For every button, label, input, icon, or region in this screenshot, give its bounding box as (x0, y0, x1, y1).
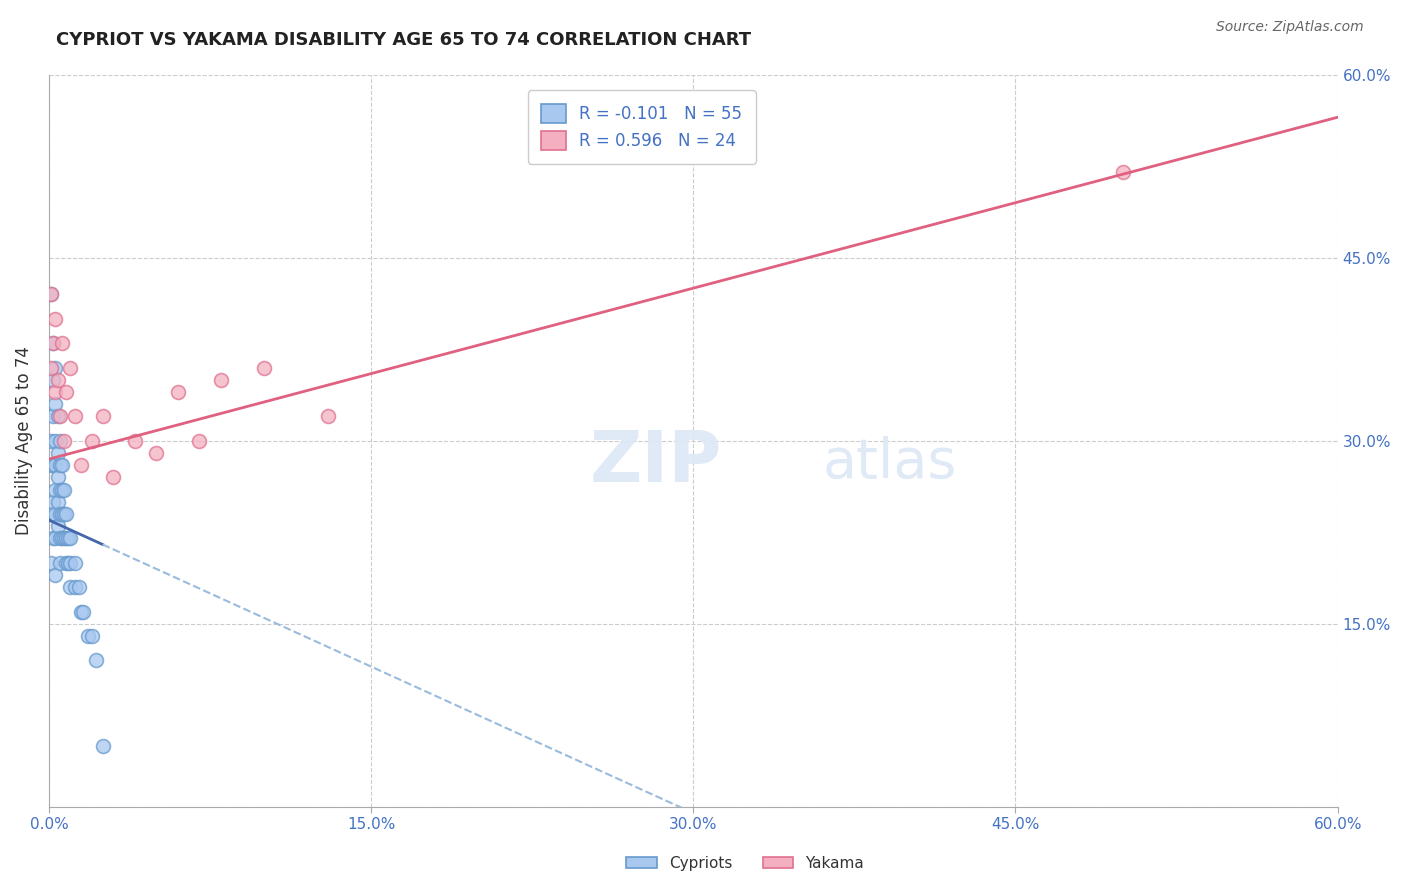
Point (67, 580, 90, 594)
Point (53, 507, 76, 521)
Point (44, 360, 66, 375)
Point (48, 458, 70, 472)
Point (42, 458, 65, 472)
Point (188, 434, 211, 448)
Text: ZIP: ZIP (591, 428, 723, 497)
Point (42, 336, 65, 351)
Point (44, 311, 66, 326)
Point (124, 434, 146, 448)
Point (44, 532, 66, 546)
Point (44, 434, 66, 448)
Point (46, 495, 69, 509)
Point (46, 373, 69, 387)
Point (63, 556, 86, 570)
Point (59, 360, 82, 375)
Point (103, 470, 125, 484)
Point (84, 653, 107, 667)
Point (1112, 165, 1135, 179)
Point (72, 605, 94, 619)
Point (76, 629, 98, 643)
Point (44, 483, 66, 497)
Text: CYPRIOT VS YAKAMA DISABILITY AGE 65 TO 74 CORRELATION CHART: CYPRIOT VS YAKAMA DISABILITY AGE 65 TO 7… (56, 31, 751, 49)
Point (91, 739, 114, 753)
Legend: R = -0.101   N = 55, R = 0.596   N = 24: R = -0.101 N = 55, R = 0.596 N = 24 (527, 90, 756, 163)
Point (39, 556, 62, 570)
Point (58, 556, 80, 570)
Point (48, 532, 70, 546)
Point (209, 373, 232, 387)
Text: atlas: atlas (823, 435, 956, 490)
Point (39, 434, 62, 448)
Point (51, 507, 73, 521)
Point (42, 532, 65, 546)
Point (63, 580, 86, 594)
Point (48, 556, 70, 570)
Point (46, 519, 69, 533)
Point (48, 507, 70, 521)
Point (51, 532, 73, 546)
Point (42, 409, 65, 424)
Legend: Cypriots, Yakama: Cypriots, Yakama (620, 850, 870, 877)
Point (53, 434, 76, 448)
Point (39, 507, 62, 521)
Point (44, 384, 66, 399)
Point (55, 556, 77, 570)
Point (39, 360, 62, 375)
Point (48, 409, 70, 424)
Point (59, 556, 82, 570)
Point (46, 409, 69, 424)
Point (42, 373, 65, 387)
Point (80, 629, 103, 643)
Point (55, 507, 77, 521)
Point (39, 458, 62, 472)
Point (59, 580, 82, 594)
Point (166, 384, 188, 399)
Point (46, 470, 69, 484)
Point (44, 397, 66, 411)
Point (44, 507, 66, 521)
Point (80, 434, 103, 448)
Point (51, 483, 73, 497)
Point (39, 287, 62, 301)
Point (55, 532, 77, 546)
Point (39, 287, 62, 301)
Point (91, 409, 114, 424)
Point (48, 483, 70, 497)
Point (44, 568, 66, 582)
Point (42, 495, 65, 509)
Point (316, 409, 339, 424)
Text: Source: ZipAtlas.com: Source: ZipAtlas.com (1216, 20, 1364, 34)
Point (42, 336, 65, 351)
Point (59, 532, 82, 546)
Point (51, 336, 73, 351)
Point (63, 409, 86, 424)
Point (44, 458, 66, 472)
Y-axis label: Disability Age 65 to 74: Disability Age 65 to 74 (15, 346, 32, 535)
Point (53, 532, 76, 546)
Point (145, 446, 167, 460)
Point (55, 384, 77, 399)
Point (51, 458, 73, 472)
Point (70, 605, 93, 619)
Point (48, 434, 70, 448)
Point (53, 483, 76, 497)
Point (70, 458, 93, 472)
Point (253, 360, 276, 375)
Point (46, 446, 69, 460)
Point (58, 532, 80, 546)
